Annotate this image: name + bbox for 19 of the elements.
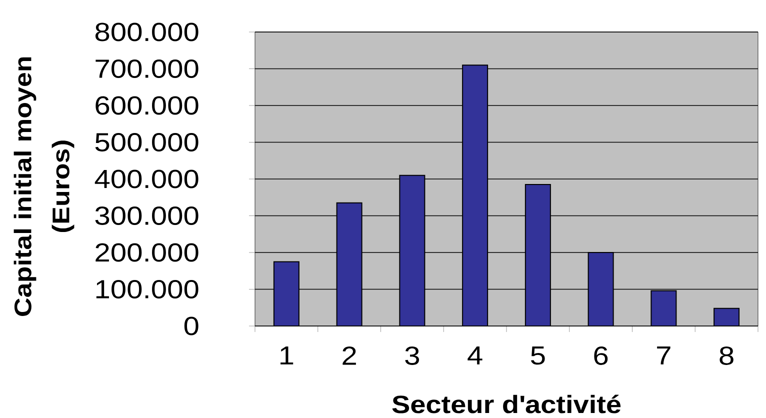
y-tick-label: 0 — [184, 316, 198, 336]
y-tick-label: 300.000 — [95, 206, 198, 225]
y-tick-label: 400.000 — [94, 170, 198, 188]
y-tick-label: 100.000 — [96, 280, 198, 298]
y-tick-label: 200.000 — [96, 243, 198, 262]
y-tick-label: 800.000 — [95, 22, 198, 42]
x-tick-label: 8 — [720, 346, 734, 365]
x-tick-label: 2 — [342, 346, 356, 365]
x-tick-label: 6 — [594, 346, 608, 365]
x-tick-label: 1 — [280, 346, 294, 364]
y-tick-label: 500.000 — [95, 133, 198, 152]
y-axis-title: Capital initial moyen (Euros) — [14, 57, 74, 316]
y-tick-label: 700.000 — [96, 60, 198, 78]
x-axis-title: Secteur d'activité — [392, 394, 621, 414]
y-tick-label: 600.000 — [96, 96, 198, 115]
x-tick-label: 5 — [530, 346, 545, 365]
x-tick-label: 4 — [468, 346, 482, 364]
x-tick-label: 3 — [405, 346, 420, 365]
x-tick-label: 7 — [657, 346, 670, 364]
